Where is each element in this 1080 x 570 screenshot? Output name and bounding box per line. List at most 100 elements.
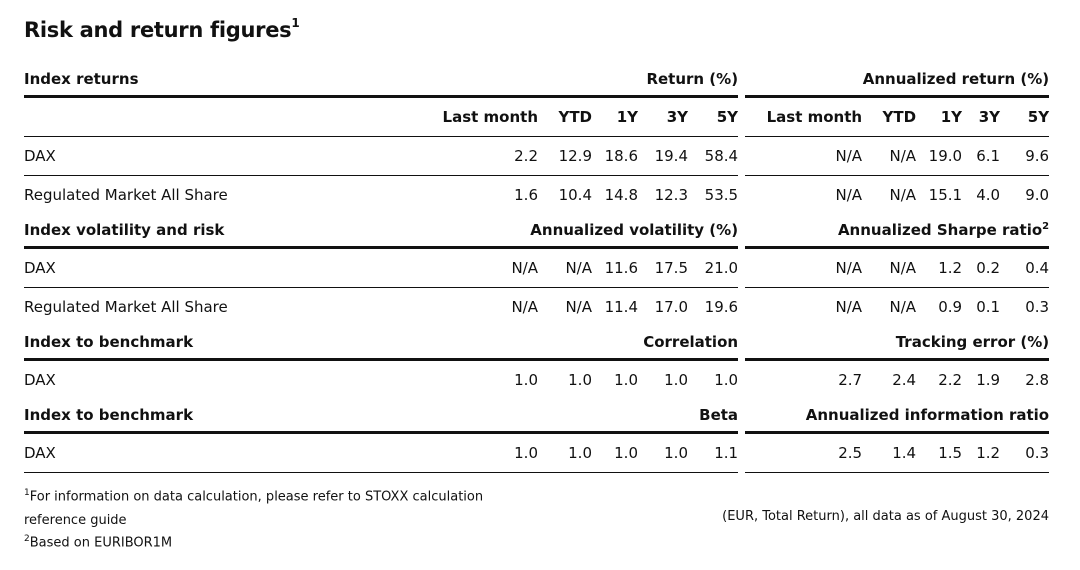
value-cell: 1.0 (538, 432, 592, 473)
value-cell: 11.4 (604, 298, 638, 316)
value-cell: 1.2 (916, 247, 963, 288)
value-cell: 12.9 (538, 136, 592, 176)
value-cell: 9.6 (1000, 136, 1050, 176)
index-name: DAX (24, 432, 418, 473)
column-gap (738, 214, 745, 248)
index-name: DAX (24, 136, 418, 176)
value-cell: 21.0 (688, 247, 739, 288)
section-header-row: Index returns Return (%) Annualized return… (24, 63, 1050, 98)
value-cell: N/A (745, 136, 863, 176)
period-header: 5Y (1000, 96, 1050, 137)
left-metric-header: Correlation (418, 326, 739, 361)
value-cell: 14.8 (604, 186, 638, 204)
value-cell: 1.0 (514, 371, 538, 389)
value-cell: 19.0 (916, 136, 963, 176)
footnote-marker: 2 (1042, 221, 1050, 232)
value-cell: 0.3 (1025, 298, 1050, 316)
value-cell: 15.1 (928, 186, 963, 204)
value-cell: 2.4 (892, 371, 917, 389)
value-cell: 2.8 (1025, 371, 1050, 389)
value-cell: 4.0 (976, 186, 1001, 204)
value-cell: 1.4 (862, 432, 917, 473)
value-cell: 9.0 (1025, 186, 1050, 204)
section-label: Index to benchmark (24, 326, 418, 361)
value-cell: N/A (538, 247, 592, 288)
table-row: DAX 1.0 1.0 1.0 1.0 1.0 2.7 2.4 2.2 1.9 2.8 (24, 360, 1049, 400)
page-title: Risk and return figures1 (24, 16, 300, 42)
value-cell: 19.4 (638, 136, 688, 176)
value-cell: 1.0 (568, 371, 592, 389)
value-cell: 6.1 (962, 136, 1001, 176)
section-label: Index volatility and risk (24, 214, 418, 249)
column-gap (738, 97, 745, 137)
value-cell: 0.3 (1000, 432, 1050, 473)
value-cell: 17.5 (638, 247, 688, 288)
column-gap (738, 137, 745, 176)
footnote-2: 2Based on EURIBOR1M (24, 534, 173, 551)
value-cell: 1.0 (614, 371, 638, 389)
table-row: DAX N/A N/A 11.6 17.5 21.0 N/A N/A 1.2 0.2 0.4 (24, 247, 1050, 288)
value-cell: 2.2 (418, 136, 538, 176)
value-cell: N/A (745, 247, 863, 288)
period-header: YTD (862, 96, 917, 137)
footnote-1: 1For information on data calculation, pl… (24, 488, 484, 529)
left-metric-header: Return (%) (418, 63, 739, 98)
index-name: DAX (24, 371, 56, 389)
right-metric-header-text: Annualized return (%) (862, 70, 1050, 88)
index-name: DAX (24, 247, 418, 288)
index-name: Regulated Market All Share (24, 186, 228, 204)
value-cell: N/A (418, 247, 538, 288)
value-cell: 0.1 (976, 298, 1001, 316)
right-metric-header: Annualized information ratio (745, 399, 1050, 434)
value-cell: N/A (511, 298, 538, 316)
value-cell: 1.9 (976, 371, 1001, 389)
column-gap (738, 176, 745, 215)
value-cell: 19.6 (704, 298, 739, 316)
data-as-of-note: (EUR, Total Return), all data as of Augu… (722, 509, 1049, 524)
period-header-blank (24, 96, 418, 137)
period-header: YTD (538, 96, 592, 137)
section-header-row: Index to benchmark Correlation Tracking er… (24, 326, 1050, 361)
table-row: Regulated Market All Share 1.6 10.4 14.8 12.… (24, 176, 1049, 215)
period-header: 5Y (688, 96, 739, 137)
value-cell: N/A (889, 298, 917, 316)
section-header-row: Index to benchmark Beta Annualized informa… (24, 399, 1050, 434)
value-cell: 18.6 (592, 136, 638, 176)
column-gap (738, 399, 745, 433)
value-cell: N/A (862, 247, 917, 288)
column-gap (738, 326, 745, 360)
table-row: Regulated Market All Share N/A N/A 11.4 17.0… (24, 288, 1049, 327)
table-row: DAX 1.0 1.0 1.0 1.0 1.1 2.5 1.4 1.5 1.2 0.3 (24, 432, 1050, 473)
value-cell: 58.4 (688, 136, 739, 176)
value-cell: 12.3 (654, 186, 688, 204)
column-gap (738, 63, 745, 97)
period-header: 1Y (592, 96, 638, 137)
right-metric-header: Tracking error (%) (745, 326, 1050, 361)
value-cell: N/A (835, 298, 863, 316)
value-cell: 2.7 (838, 371, 863, 389)
column-gap (738, 360, 745, 400)
value-cell: N/A (565, 298, 592, 316)
value-cell: 53.5 (704, 186, 739, 204)
index-name: Regulated Market All Share (24, 298, 228, 316)
value-cell: 1.1 (688, 432, 739, 473)
value-cell: 1.0 (418, 432, 538, 473)
value-cell: 1.0 (664, 371, 688, 389)
period-header: 1Y (916, 96, 963, 137)
column-gap (738, 248, 745, 288)
value-cell: 0.9 (938, 298, 963, 316)
period-header: 3Y (638, 96, 688, 137)
value-cell: 1.6 (514, 186, 538, 204)
column-gap (738, 288, 745, 327)
value-cell: N/A (835, 186, 863, 204)
table-row: DAX 2.2 12.9 18.6 19.4 58.4 N/A N/A 19.0 6.1 9.6 (24, 136, 1050, 176)
period-header: Last month (418, 96, 538, 137)
value-cell: 2.2 (938, 371, 963, 389)
period-header: 3Y (962, 96, 1001, 137)
value-cell: 1.0 (638, 432, 688, 473)
value-cell: 0.2 (962, 247, 1001, 288)
value-cell: 11.6 (592, 247, 638, 288)
section-label: Index to benchmark (24, 399, 418, 434)
column-gap (738, 433, 745, 473)
value-cell: N/A (862, 136, 917, 176)
